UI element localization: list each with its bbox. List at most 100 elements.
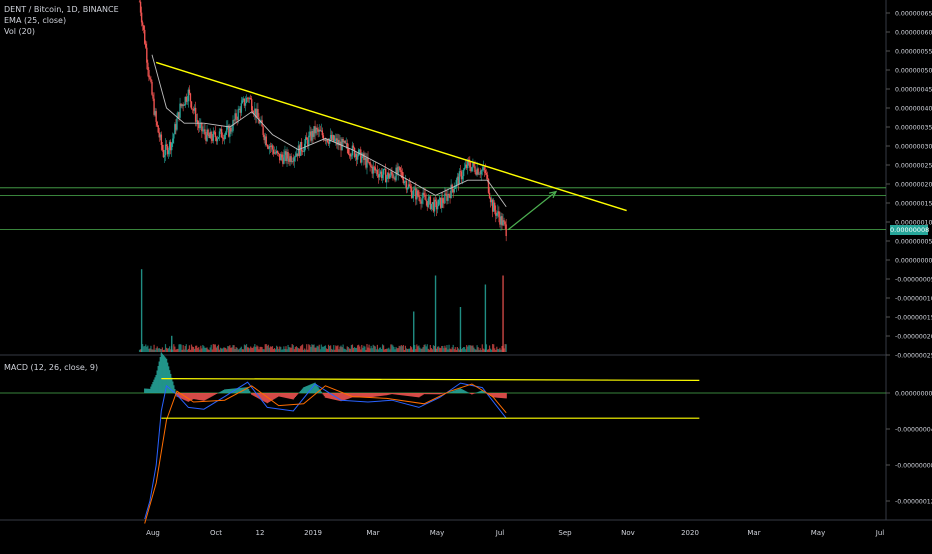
legend-symbol[interactable]: DENT / Bitcoin, 1D, BINANCE <box>4 5 119 14</box>
volume-bar <box>338 349 340 352</box>
candle-body <box>416 190 418 200</box>
volume-bar <box>265 344 267 352</box>
macd-histogram-bar <box>151 384 153 393</box>
candle-body <box>288 158 290 162</box>
macd-histogram-bar <box>393 393 395 395</box>
macd-histogram-bar <box>372 393 374 397</box>
y-tick-label: 0.00000050 <box>895 68 932 75</box>
candle-body <box>343 140 345 143</box>
volume-bar <box>321 346 323 352</box>
macd-histogram-bar <box>389 393 391 395</box>
y-tick-label: 0.00000035 <box>895 125 932 132</box>
macd-histogram-bar <box>328 393 331 399</box>
macd-histogram-bar <box>274 393 277 399</box>
candle-body <box>477 168 479 175</box>
volume-bar <box>307 349 309 352</box>
candle-body <box>380 171 383 179</box>
volume-bar <box>197 347 199 352</box>
volume-bar <box>208 349 210 352</box>
volume-spike <box>434 275 437 352</box>
candle-body <box>472 162 474 167</box>
macd-histogram-bar <box>319 390 321 393</box>
volume-bar <box>426 344 428 352</box>
candle-body <box>395 167 397 181</box>
macd-histogram-bar <box>363 393 365 398</box>
volume-bar <box>293 349 295 352</box>
volume-bar <box>198 347 200 352</box>
candle-body <box>394 177 396 181</box>
legend-vol[interactable]: Vol (20) <box>4 27 35 36</box>
volume-bar <box>449 348 451 352</box>
macd-histogram-bar <box>313 383 315 393</box>
volume-bar <box>155 348 157 352</box>
volume-bar <box>336 346 338 352</box>
macd-histogram-bar <box>433 393 436 395</box>
candle-body <box>264 136 266 141</box>
volume-bar <box>375 349 377 352</box>
macd-histogram-bar <box>205 393 207 400</box>
macd-histogram-bar <box>163 356 166 393</box>
volume-bar <box>487 349 490 352</box>
candle-body <box>283 154 285 164</box>
volume-bar <box>397 348 399 352</box>
candle-body <box>205 134 207 141</box>
macd-histogram-bar <box>381 393 384 396</box>
macd-histogram-bar <box>403 393 406 396</box>
volume-bar <box>445 347 447 352</box>
candle-body <box>372 166 374 174</box>
volume-bar <box>213 344 215 352</box>
volume-bar <box>193 348 196 352</box>
volume-bar <box>173 344 175 352</box>
candle-body <box>440 197 442 208</box>
volume-bar <box>472 345 474 352</box>
candle-body <box>196 120 199 125</box>
volume-bar <box>364 346 366 352</box>
macd-histogram-bar <box>161 353 164 393</box>
volume-bar <box>363 345 365 352</box>
candle-body <box>175 124 177 130</box>
macd-histogram-bar <box>455 389 458 393</box>
candle-body <box>276 150 279 153</box>
volume-bar <box>454 347 456 352</box>
macd-y-tick-label: 0.00000000 <box>895 391 932 398</box>
candle-body <box>189 93 192 102</box>
macd-histogram-bar <box>474 393 476 394</box>
candle-body <box>227 125 229 127</box>
candle-body <box>195 120 198 122</box>
legend-macd[interactable]: MACD (12, 26, close, 9) <box>4 363 99 372</box>
legend-ema[interactable]: EMA (25, close) <box>4 16 67 25</box>
candle-body <box>147 62 149 70</box>
macd-histogram-bar <box>343 393 345 401</box>
candle-body <box>364 157 366 160</box>
macd-histogram-bar <box>406 393 409 396</box>
candle-body <box>349 154 352 157</box>
macd-histogram-bar <box>353 393 356 398</box>
macd-histogram-bar <box>441 393 443 394</box>
x-tick-label: Aug <box>146 529 160 537</box>
macd-histogram-bar <box>299 390 302 393</box>
y-tick-label: 0.00000025 <box>895 163 932 170</box>
volume-spike <box>140 269 143 352</box>
candle-body <box>169 141 172 151</box>
macd-histogram-bar <box>227 389 229 393</box>
volume-bar <box>497 348 499 352</box>
volume-bar <box>316 345 318 352</box>
macd-histogram-bar <box>390 393 392 395</box>
volume-bar <box>417 346 419 352</box>
macd-histogram-bar <box>336 393 338 401</box>
macd-histogram-bar <box>489 393 492 396</box>
volume-spike <box>459 307 462 352</box>
candle-body <box>316 127 318 130</box>
candle-body <box>487 178 490 193</box>
volume-bar <box>231 347 233 352</box>
volume-bar <box>256 345 258 352</box>
candle-body <box>478 173 480 175</box>
candle-body <box>341 139 343 151</box>
candle-body <box>495 210 497 216</box>
macd-histogram-bar <box>210 393 212 397</box>
candle-body <box>270 145 273 147</box>
macd-histogram-bar <box>292 393 294 400</box>
volume-bar <box>447 349 449 352</box>
